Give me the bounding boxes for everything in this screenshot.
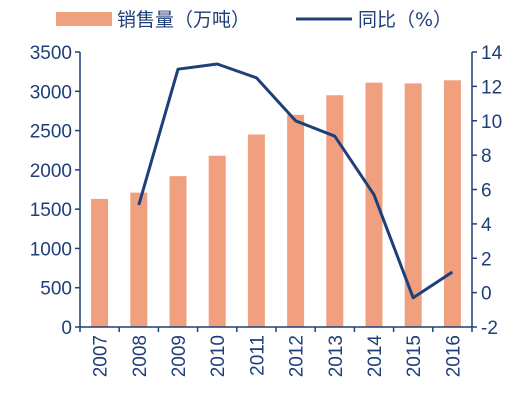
line-series xyxy=(137,62,454,300)
right-tick-label: 0 xyxy=(481,284,492,305)
legend: 销售量（万吨） 同比（%） xyxy=(56,9,452,31)
right-tick-label: 14 xyxy=(481,43,503,64)
bar-2012 xyxy=(287,114,305,327)
x-tick-label-2013: 2013 xyxy=(326,335,347,377)
bar-2008 xyxy=(130,192,148,327)
left-tick-label: 1500 xyxy=(30,200,72,221)
left-tick-label: 2000 xyxy=(30,161,72,182)
right-tick-label: -2 xyxy=(481,318,498,339)
bar-2014 xyxy=(365,82,383,328)
right-tick-label: 6 xyxy=(481,181,492,202)
x-tick-label-2007: 2007 xyxy=(91,335,112,377)
x-tick-label-2012: 2012 xyxy=(287,335,308,377)
legend-label-yoy: 同比（%） xyxy=(358,9,452,31)
left-tick-label: 3000 xyxy=(30,82,72,103)
legend-label-sales: 销售量（万吨） xyxy=(117,9,250,31)
x-tick-label-2008: 2008 xyxy=(130,335,151,377)
bar-2015 xyxy=(404,83,422,327)
left-tick-label: 2500 xyxy=(30,122,72,143)
right-tick-label: 12 xyxy=(481,77,502,98)
bar-2013 xyxy=(326,95,344,327)
right-tick-label: 8 xyxy=(481,146,492,167)
bar-2016 xyxy=(443,80,461,328)
bar-2007 xyxy=(91,198,109,327)
yoy-line xyxy=(137,62,454,300)
bar-2010 xyxy=(208,155,226,327)
right-axis-ticks: -2 0 2 4 6 8 10 12 14 xyxy=(472,43,503,339)
x-axis-ticks: 2007 2008 2009 2010 2011 2012 2013 2014 2015 2016 xyxy=(79,327,473,378)
bar-series xyxy=(91,80,461,328)
right-tick-label: 4 xyxy=(481,215,492,236)
bar-2009 xyxy=(169,176,187,327)
x-tick-label-2016: 2016 xyxy=(443,335,464,377)
bar-2011 xyxy=(247,134,265,327)
right-tick-label: 2 xyxy=(481,249,492,270)
left-tick-label: 0 xyxy=(61,318,72,339)
left-tick-label: 3500 xyxy=(30,43,72,64)
x-tick-label-2009: 2009 xyxy=(169,335,190,377)
left-tick-label: 500 xyxy=(40,279,72,300)
right-tick-label: 10 xyxy=(481,112,502,133)
left-tick-label: 1000 xyxy=(30,239,72,260)
legend-bar-swatch xyxy=(56,12,112,26)
x-tick-label-2010: 2010 xyxy=(208,335,229,377)
x-tick-label-2011: 2011 xyxy=(247,335,268,376)
left-axis-ticks: 0 500 1000 1500 2000 2500 3000 3500 xyxy=(30,43,80,339)
x-tick-label-2014: 2014 xyxy=(365,335,386,378)
x-tick-label-2015: 2015 xyxy=(404,335,425,377)
